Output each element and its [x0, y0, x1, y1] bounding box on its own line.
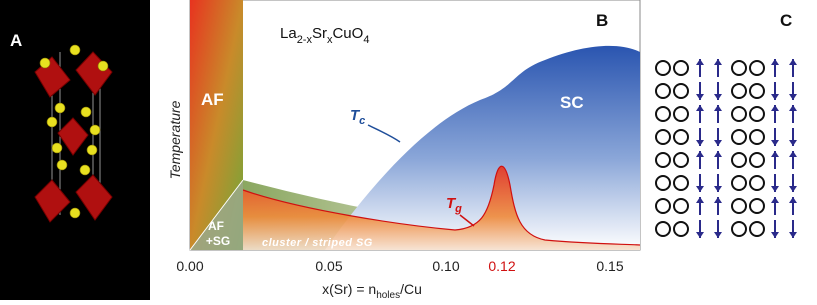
- y-axis-label: Temperature: [167, 100, 183, 179]
- spin-arrow-head: [696, 140, 704, 146]
- hole-site: [655, 198, 671, 214]
- spin-arrow-head: [714, 105, 722, 111]
- hole-site: [655, 83, 671, 99]
- af-sg-label: AF: [208, 219, 224, 233]
- spin-arrow-head: [789, 140, 797, 146]
- hole-site: [673, 175, 689, 191]
- spin-arrow-head: [789, 59, 797, 65]
- panel-b: La2-xSrxCuO4 B AF AF +SG cluster / strip…: [167, 0, 641, 301]
- x-tick-label: 0.12: [488, 258, 515, 274]
- hole-site: [749, 152, 765, 168]
- x-tick-label: 0.05: [315, 258, 342, 274]
- spin-arrow-head: [771, 105, 779, 111]
- spin-arrow-head: [789, 94, 797, 100]
- x-ticks: 0.00 0.05 0.10 0.12 0.15: [176, 258, 623, 274]
- hole-site: [731, 129, 747, 145]
- hole-site: [731, 152, 747, 168]
- x-tick-label: 0.15: [596, 258, 623, 274]
- x-tick-label: 0.00: [176, 258, 203, 274]
- spin-arrow-head: [789, 232, 797, 238]
- hole-site: [731, 83, 747, 99]
- spin-arrow-head: [789, 151, 797, 157]
- spin-arrow-head: [714, 151, 722, 157]
- spin-arrow-head: [696, 151, 704, 157]
- hole-site: [749, 221, 765, 237]
- hole-site: [731, 106, 747, 122]
- spin-arrow-head: [789, 197, 797, 203]
- hole-site: [673, 129, 689, 145]
- spin-arrow-head: [714, 94, 722, 100]
- x-tick-label: 0.10: [432, 258, 459, 274]
- spin-arrow-head: [696, 197, 704, 203]
- spin-arrow-head: [696, 59, 704, 65]
- spin-arrow-head: [771, 140, 779, 146]
- tg-line: [242, 165, 641, 246]
- hole-site: [749, 175, 765, 191]
- hole-site: [749, 83, 765, 99]
- spin-arrow-head: [696, 105, 704, 111]
- hole-site: [655, 106, 671, 122]
- hole-site: [749, 129, 765, 145]
- sg-region: [243, 166, 640, 250]
- hole-site: [673, 60, 689, 76]
- spin-arrow-head: [696, 94, 704, 100]
- hole-site: [655, 152, 671, 168]
- af-label: AF: [201, 90, 224, 109]
- spin-arrow-head: [771, 59, 779, 65]
- spin-arrow-head: [714, 186, 722, 192]
- spin-arrow-head: [789, 186, 797, 192]
- panel-a: A: [0, 0, 150, 300]
- spin-arrow-head: [696, 232, 704, 238]
- hole-site: [673, 106, 689, 122]
- tc-pointer: [367, 124, 401, 143]
- sg-label: cluster / striped SG: [262, 237, 373, 249]
- spin-stripes: [655, 59, 797, 238]
- spin-arrow-head: [789, 105, 797, 111]
- sc-dome: [325, 45, 640, 250]
- panel-c: C: [655, 11, 797, 238]
- hole-site: [731, 175, 747, 191]
- spin-arrow-head: [771, 151, 779, 157]
- spin-arrow-head: [714, 232, 722, 238]
- spin-arrow-head: [714, 197, 722, 203]
- panel-label: A: [10, 31, 22, 50]
- hole-site: [655, 129, 671, 145]
- atoms: [39, 44, 109, 219]
- panel-label: B: [596, 11, 608, 30]
- af-sg-boundary: [189, 179, 244, 251]
- hole-site: [655, 221, 671, 237]
- panel-label: C: [780, 11, 792, 30]
- hole-site: [655, 60, 671, 76]
- x-axis-label: x(Sr) = nholes/Cu: [322, 281, 422, 300]
- spin-arrow-head: [771, 186, 779, 192]
- hole-site: [749, 60, 765, 76]
- hole-site: [673, 152, 689, 168]
- hole-site: [731, 60, 747, 76]
- spin-arrow-head: [771, 232, 779, 238]
- tg-label: Tg: [446, 195, 462, 215]
- hole-site: [749, 106, 765, 122]
- hole-site: [731, 198, 747, 214]
- tc-label: Tc: [350, 107, 365, 127]
- spin-arrow-head: [771, 94, 779, 100]
- formula: La2-xSrxCuO4: [280, 25, 369, 46]
- af-sg-label: +SG: [206, 234, 230, 248]
- hole-site: [673, 221, 689, 237]
- spin-arrow-head: [771, 197, 779, 203]
- spin-arrow-head: [696, 186, 704, 192]
- hole-site: [749, 198, 765, 214]
- hole-site: [673, 83, 689, 99]
- sc-label: SC: [560, 93, 584, 112]
- spin-arrow-head: [714, 140, 722, 146]
- hole-site: [731, 221, 747, 237]
- tg-pointer: [459, 214, 475, 227]
- hole-site: [655, 175, 671, 191]
- hole-site: [673, 198, 689, 214]
- spin-arrow-head: [714, 59, 722, 65]
